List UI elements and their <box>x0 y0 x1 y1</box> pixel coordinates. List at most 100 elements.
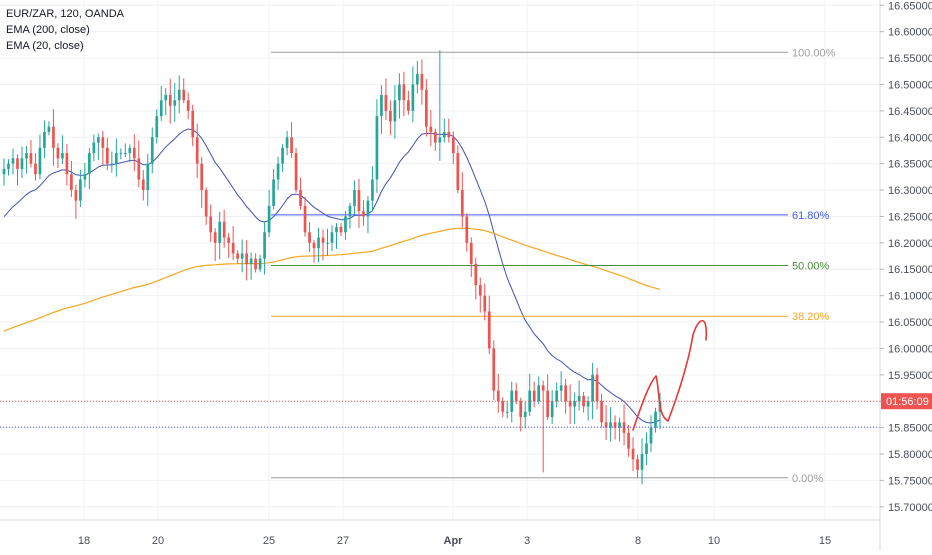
candle-body <box>7 163 10 169</box>
candle <box>182 78 186 104</box>
candle-body <box>20 158 24 169</box>
fib-level-38-2-label: 38.20% <box>792 311 830 323</box>
price-tick-label: 16.65000 <box>888 0 932 12</box>
candle-body <box>519 401 523 418</box>
candle <box>128 144 132 163</box>
candle <box>654 407 657 433</box>
candle-body <box>398 84 401 101</box>
candle-body <box>411 84 415 111</box>
candle <box>465 213 469 252</box>
candle-body <box>447 131 451 138</box>
candle-body <box>186 100 190 111</box>
candle-body <box>344 216 347 233</box>
current-price-time: 01:56:09 <box>886 396 929 408</box>
candle-body <box>281 147 284 164</box>
candle <box>258 254 262 273</box>
projection-drawing[interactable] <box>632 319 708 431</box>
candle-body <box>568 401 572 407</box>
candle <box>618 417 621 442</box>
candle <box>357 178 361 229</box>
candle <box>191 104 195 147</box>
candle <box>25 145 28 174</box>
candle <box>123 143 127 158</box>
candle <box>317 227 320 263</box>
candle <box>460 172 464 228</box>
candle-body <box>204 190 208 217</box>
candle-body <box>636 459 639 470</box>
candle <box>384 78 388 121</box>
candle <box>425 79 428 137</box>
candle-body <box>79 179 82 201</box>
time-tick-label: 27 <box>337 535 349 547</box>
candle <box>344 210 347 240</box>
legend-symbol[interactable]: EUR/ZAR, 120, OANDA <box>6 8 124 20</box>
candle <box>137 140 141 188</box>
candle-body <box>263 232 266 259</box>
candle <box>249 252 253 280</box>
candle <box>254 253 257 273</box>
candle-body <box>209 216 213 233</box>
candle-body <box>47 126 51 132</box>
candle-body <box>123 153 127 155</box>
overlays <box>0 319 880 431</box>
candle <box>591 362 594 420</box>
candle-body <box>285 137 289 148</box>
candle-body <box>159 100 163 117</box>
candle-body <box>407 100 410 111</box>
candle <box>16 154 19 186</box>
candle-body <box>65 153 69 175</box>
candle <box>159 85 163 121</box>
candle-body <box>231 242 235 254</box>
candle <box>173 82 177 122</box>
candle <box>97 133 100 160</box>
candle <box>627 424 630 457</box>
candle-body <box>294 153 298 191</box>
candle-body <box>438 137 442 143</box>
candle <box>231 226 235 261</box>
legend-ema-200[interactable]: EMA (200, close) <box>6 24 90 36</box>
candle-body <box>191 110 195 138</box>
candle-body <box>654 411 657 428</box>
candle-body <box>604 422 608 428</box>
candle <box>640 438 644 485</box>
candle-body <box>478 285 482 296</box>
candle <box>559 371 563 402</box>
candle <box>505 401 509 419</box>
price-tick-label: 16.60000 <box>888 27 932 39</box>
current-price-badge: 01:56:09 <box>881 393 932 410</box>
candle <box>263 221 266 275</box>
ema-200-line <box>3 227 661 332</box>
candle <box>339 223 343 237</box>
candle <box>281 144 284 172</box>
candle <box>34 153 37 181</box>
candle <box>236 250 239 264</box>
candle-body <box>339 227 343 233</box>
candle <box>335 223 338 249</box>
candle <box>416 60 419 94</box>
candle <box>622 404 626 446</box>
candle <box>222 209 226 248</box>
candle-body <box>514 390 518 402</box>
candle-body <box>88 153 91 175</box>
candle-body <box>469 242 473 264</box>
legend-ema-20[interactable]: EMA (20, close) <box>6 40 84 52</box>
candle-body <box>128 147 132 154</box>
candle-body <box>317 237 320 249</box>
candle-body <box>362 211 365 217</box>
candle-body <box>227 237 231 243</box>
candle-body <box>586 401 590 407</box>
candle-body <box>74 190 78 201</box>
price-tick-label: 15.80000 <box>888 449 932 461</box>
chart-legend: EUR/ZAR, 120, OANDA EMA (200, close) EMA… <box>6 6 124 54</box>
candle-body <box>335 227 338 233</box>
time-tick-label: 8 <box>635 535 641 547</box>
candle-body <box>442 131 446 138</box>
candle-body <box>371 179 374 201</box>
candle-body <box>254 258 257 270</box>
candle <box>2 158 6 186</box>
price-tick-label: 16.50000 <box>888 79 932 91</box>
candle <box>371 166 374 212</box>
candle <box>631 437 635 471</box>
